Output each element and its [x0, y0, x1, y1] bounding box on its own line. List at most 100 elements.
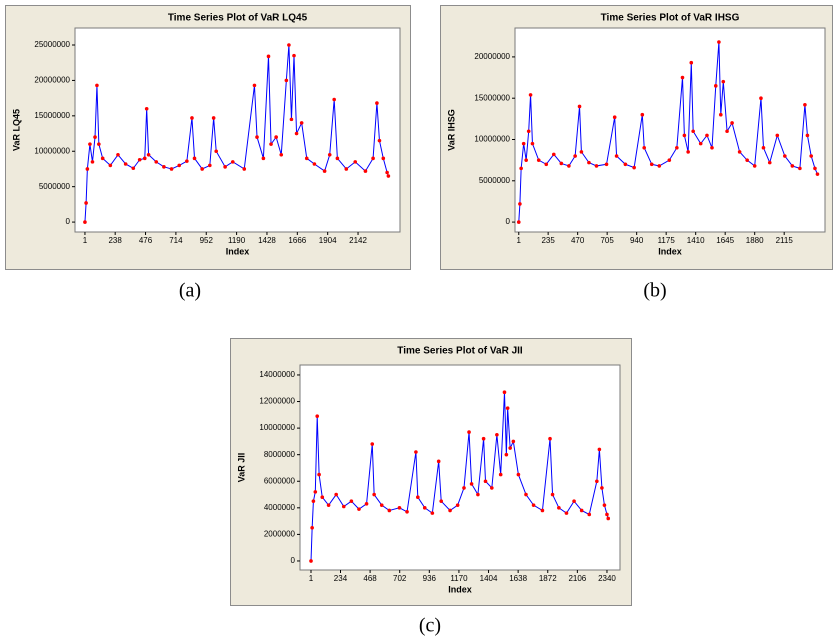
- data-point: [261, 156, 266, 161]
- series-line: [310, 392, 609, 561]
- data-point: [430, 511, 435, 515]
- data-point: [448, 508, 452, 513]
- data-point: [614, 154, 619, 158]
- data-point: [462, 486, 466, 490]
- data-point: [521, 141, 526, 146]
- data-point: [387, 508, 392, 513]
- data-point: [214, 149, 218, 154]
- data-point: [518, 202, 522, 206]
- data-point: [759, 96, 763, 101]
- data-point: [252, 83, 257, 88]
- data-point: [516, 220, 521, 224]
- data-point: [623, 162, 628, 167]
- data-point: [548, 436, 552, 441]
- data-point: [255, 135, 259, 139]
- data-point: [317, 472, 321, 477]
- data-point: [416, 495, 420, 499]
- data-point: [689, 60, 694, 65]
- y-axis-label: VaR JII: [236, 453, 246, 483]
- x-tick-label: 1175: [658, 236, 676, 245]
- x-tick-label: 705: [600, 236, 614, 245]
- data-point: [481, 436, 486, 441]
- caption: (b): [643, 280, 666, 302]
- data-point: [536, 158, 541, 162]
- data-point: [686, 150, 690, 154]
- data-point: [606, 516, 611, 521]
- data-point: [292, 53, 296, 58]
- data-point: [790, 164, 795, 168]
- x-tick-label: 936: [423, 574, 437, 583]
- data-point: [502, 390, 507, 395]
- data-point: [559, 161, 564, 166]
- y-tick-label: 25000000: [34, 40, 70, 49]
- y-axis-label: VaR IHSG: [446, 109, 456, 151]
- data-point: [287, 43, 291, 47]
- data-point: [177, 163, 182, 168]
- data-point: [397, 506, 402, 510]
- data-point: [211, 116, 216, 120]
- data-point: [381, 156, 386, 161]
- data-point: [108, 163, 113, 168]
- data-point: [455, 503, 460, 507]
- data-point: [334, 492, 338, 497]
- data-point: [516, 472, 521, 477]
- data-point: [721, 79, 726, 84]
- data-point: [327, 152, 332, 157]
- data-point: [713, 84, 718, 88]
- data-point: [310, 525, 314, 530]
- data-point: [511, 439, 516, 444]
- y-tick-label: 0: [506, 217, 511, 226]
- data-point: [761, 145, 766, 150]
- data-point: [414, 450, 418, 454]
- data-point: [192, 156, 197, 161]
- data-point: [483, 479, 488, 484]
- x-tick-label: 1170: [450, 574, 468, 583]
- data-point: [116, 152, 120, 157]
- data-point: [353, 160, 358, 164]
- data-point: [294, 131, 299, 136]
- x-tick-label: 1: [309, 574, 314, 583]
- data-point: [371, 156, 375, 161]
- data-point: [587, 160, 591, 165]
- data-point: [299, 121, 304, 125]
- y-tick-label: 14000000: [259, 370, 295, 379]
- chart-title: Time Series Plot of VaR JII: [397, 346, 523, 357]
- x-tick-label: 2106: [568, 574, 586, 583]
- data-point: [320, 495, 325, 499]
- chart: Time Series Plot of VaR JII Index VaR JII 1…: [230, 338, 632, 606]
- data-point: [551, 152, 556, 157]
- x-tick-label: 1872: [539, 574, 557, 583]
- data-point: [718, 112, 723, 117]
- data-point: [88, 142, 92, 146]
- data-point: [284, 78, 289, 83]
- x-axis-label: Index: [658, 246, 682, 256]
- data-point: [123, 162, 128, 166]
- data-point: [311, 499, 316, 503]
- data-point: [370, 442, 375, 446]
- data-point: [144, 106, 149, 111]
- data-point: [557, 506, 561, 510]
- data-point: [649, 162, 654, 167]
- y-tick-label: 0: [291, 556, 296, 565]
- data-point: [612, 115, 617, 119]
- data-point: [504, 452, 509, 457]
- data-point: [377, 138, 382, 143]
- data-point: [190, 116, 194, 120]
- data-point: [675, 145, 679, 150]
- x-tick-label: 1428: [258, 236, 276, 245]
- data-point: [349, 499, 354, 503]
- data-point: [289, 117, 294, 122]
- data-point: [698, 141, 703, 146]
- data-point: [632, 165, 636, 170]
- data-point: [600, 486, 604, 490]
- y-tick-label: 12000000: [259, 397, 295, 406]
- chart: Time Series Plot of VaR LQ45 Index VaR LQ4…: [5, 5, 411, 270]
- data-point: [579, 150, 584, 154]
- data-point: [93, 135, 97, 139]
- data-point: [200, 167, 204, 171]
- data-point: [439, 499, 444, 503]
- data-point: [315, 414, 320, 418]
- data-point: [544, 162, 549, 167]
- data-point: [587, 512, 592, 517]
- y-tick-label: 15000000: [474, 93, 510, 102]
